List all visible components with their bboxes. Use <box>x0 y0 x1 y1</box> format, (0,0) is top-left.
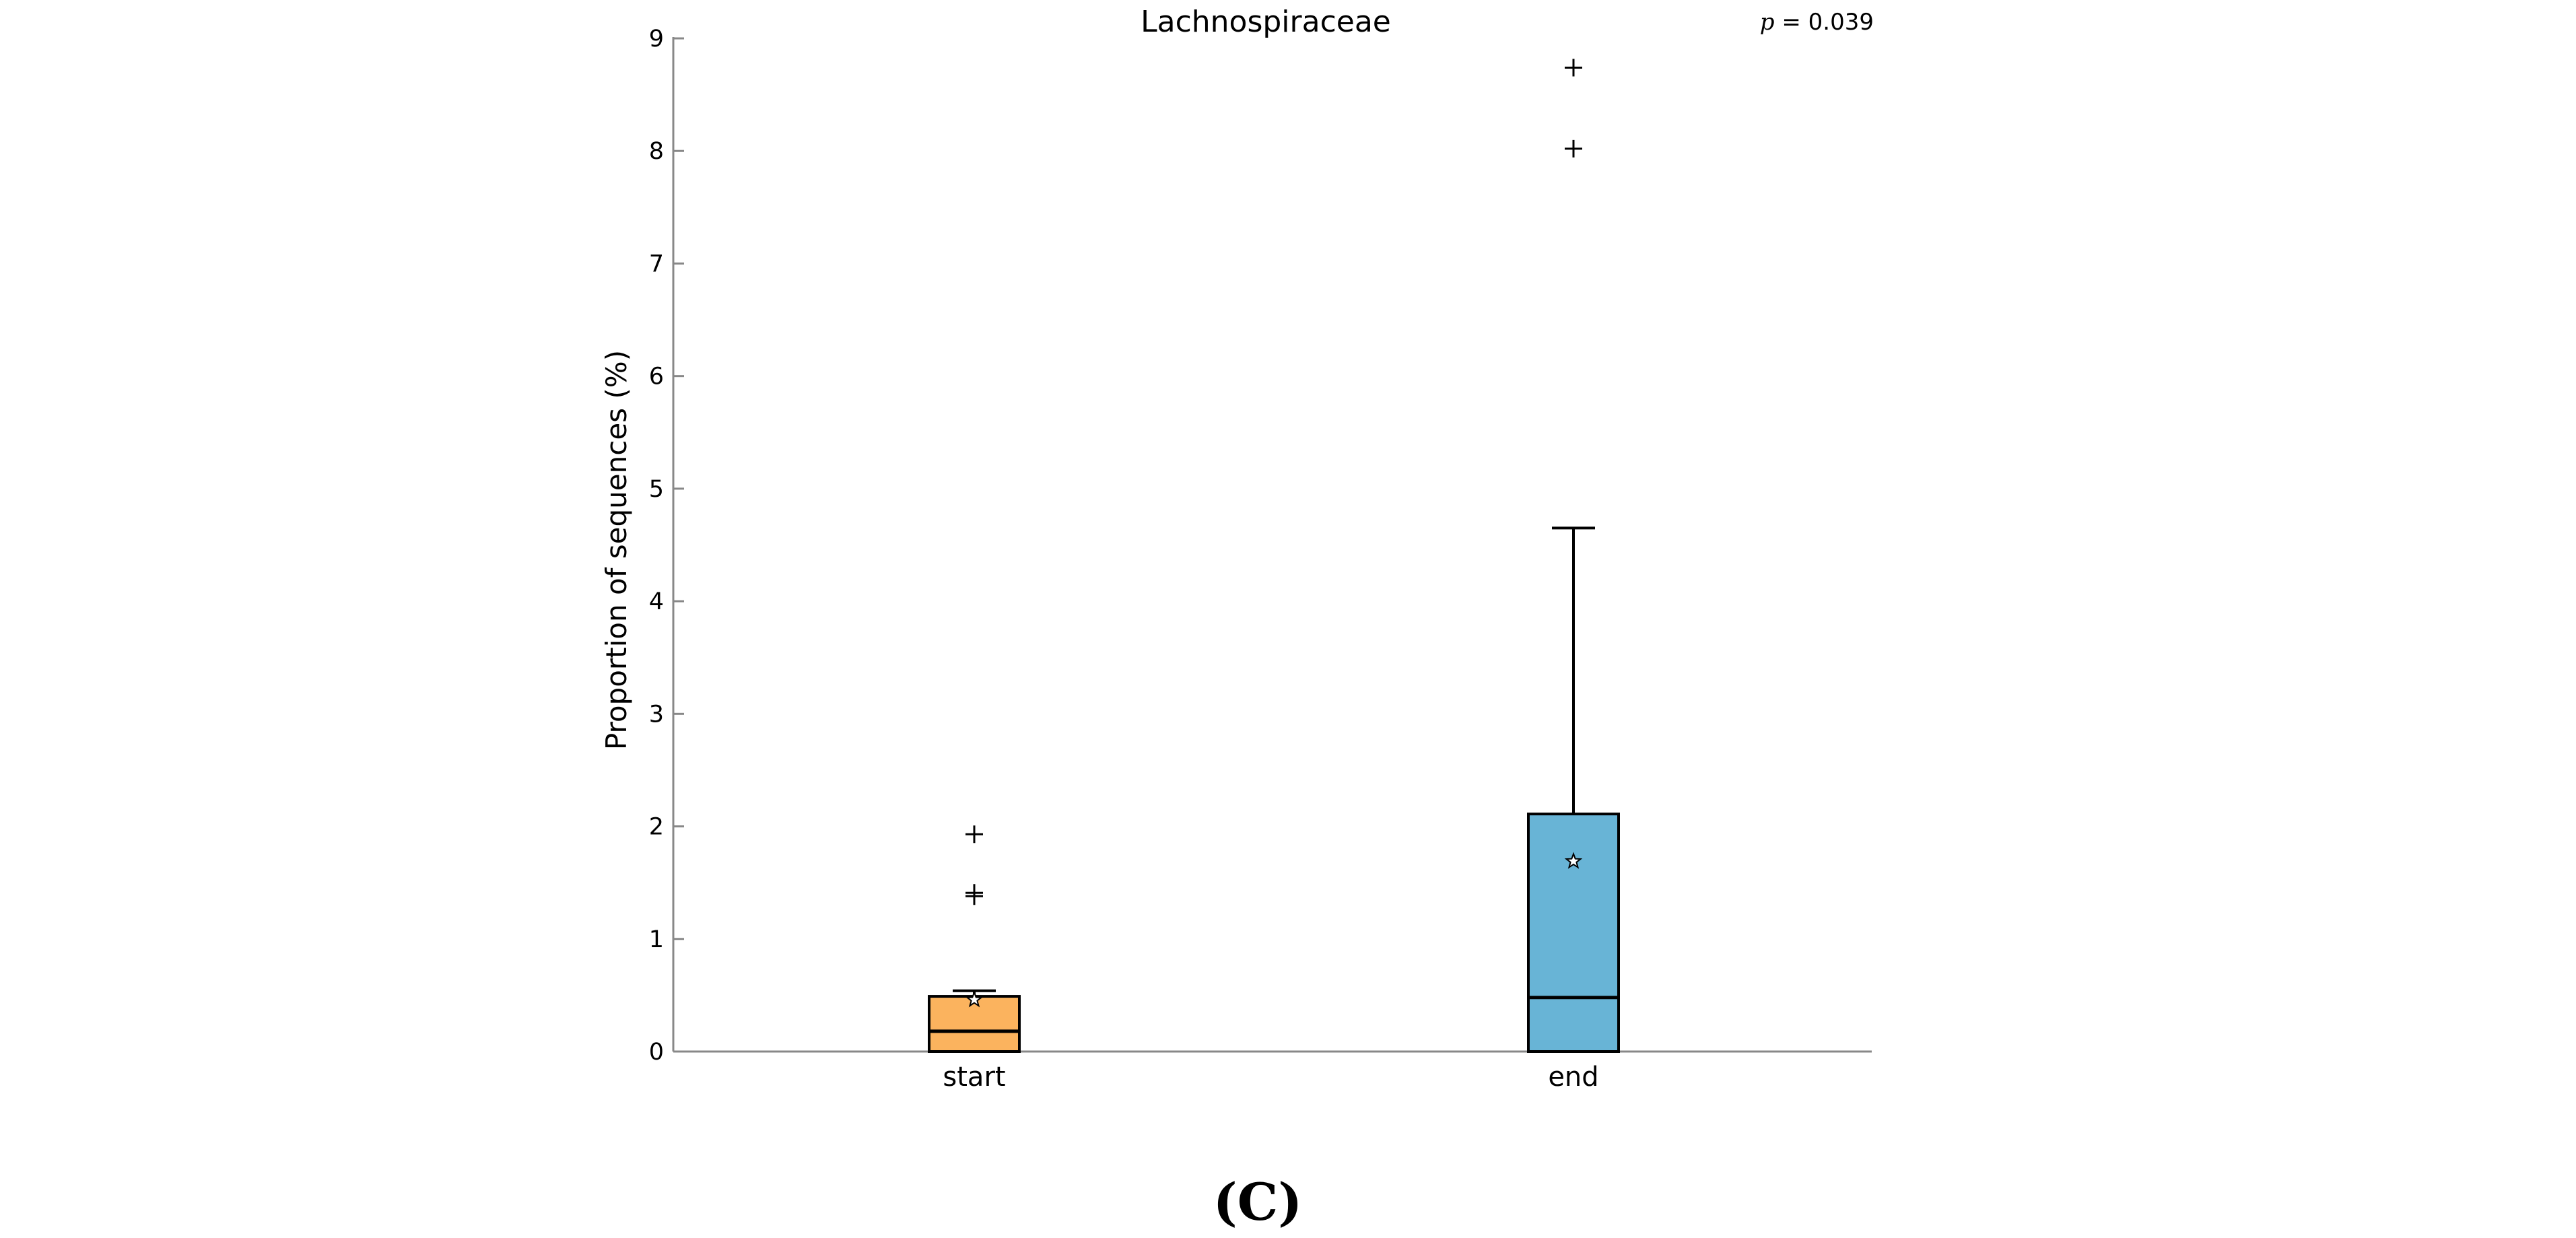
outlier-marker <box>965 887 983 905</box>
mean-star-marker <box>1564 852 1583 869</box>
outlier-marker <box>1565 59 1582 77</box>
x-category-label: end <box>1548 1062 1598 1093</box>
y-tick-label: 7 <box>649 250 664 277</box>
y-tick-label: 0 <box>649 1039 664 1066</box>
panel-label: (C) <box>1213 1172 1302 1232</box>
plot-area: 0 1 2 3 4 5 6 7 8 9 start end <box>649 26 1872 1093</box>
y-tick-label: 1 <box>649 926 664 953</box>
y-tick-label: 9 <box>649 26 664 53</box>
y-axis-title: Proportion of sequences (%) <box>600 350 633 750</box>
box-start <box>928 995 1021 1054</box>
outlier-marker <box>1565 139 1582 158</box>
chart-title: Lachnospiraceae <box>1141 5 1391 39</box>
outlier-marker <box>965 825 983 844</box>
y-tick-label: 4 <box>649 588 664 615</box>
p-value-annotation: p = 0.039 <box>1760 9 1874 36</box>
mean-star-marker <box>965 990 984 1008</box>
y-tick-label: 6 <box>649 364 664 390</box>
box-end <box>1527 813 1620 1054</box>
p-value-symbol: p <box>1760 9 1775 36</box>
y-tick-label: 8 <box>649 138 664 165</box>
y-tick-label: 3 <box>649 701 664 728</box>
y-tick-label: 2 <box>649 814 664 841</box>
y-tick-label: 5 <box>649 476 664 503</box>
x-category-label: start <box>943 1062 1005 1093</box>
p-value-text: = 0.039 <box>1775 9 1874 36</box>
